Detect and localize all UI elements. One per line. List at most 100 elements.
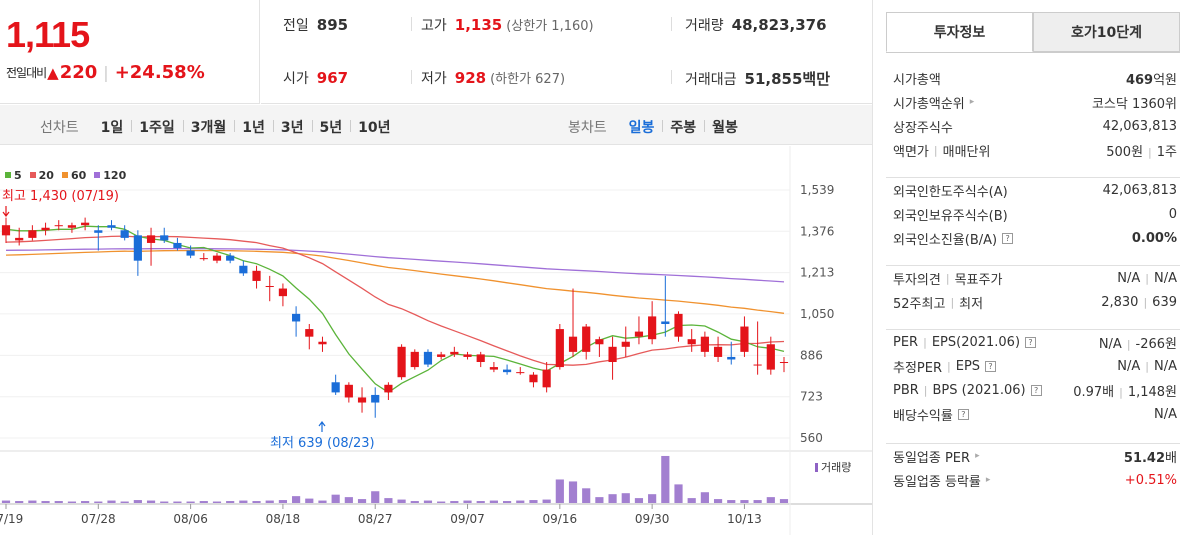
candle xyxy=(41,227,50,231)
ma-legend-item: 20 xyxy=(29,169,54,182)
volume-bar xyxy=(252,501,261,503)
row-value: N/A xyxy=(1154,406,1177,422)
investment-info-panel: 투자정보 호가10단계 시가총액 469억원 시가총액순위 ▸ 코스닥 1360위… xyxy=(872,0,1190,535)
help-icon[interactable]: ? xyxy=(957,408,969,420)
candle xyxy=(582,326,591,352)
candle xyxy=(634,331,644,337)
chart-canvas: 1,5391,3761,2131,05088672356007/1907/280… xyxy=(0,146,872,535)
volume-bar xyxy=(674,484,683,503)
help-icon[interactable]: ? xyxy=(1030,384,1042,396)
candle xyxy=(160,235,169,241)
tab-1d[interactable]: 1일 xyxy=(100,120,124,136)
volume-bar xyxy=(173,501,182,503)
candle xyxy=(357,397,367,403)
volume-bar xyxy=(41,501,50,503)
row-value: 코스닥 1360위 xyxy=(1091,96,1177,112)
volume-bar xyxy=(463,500,472,503)
candle xyxy=(384,384,393,393)
volume-bar xyxy=(410,501,419,503)
row-value: N/A xyxy=(1117,270,1141,286)
market-cap-section: 시가총액 469억원 시가총액순위 ▸ 코스닥 1360위 상장주식수 42,06… xyxy=(886,66,1180,162)
divider xyxy=(671,70,672,84)
low-price: 저가 928 (하한가 627) xyxy=(421,68,565,88)
price-chart[interactable]: 1,5391,3761,2131,05088672356007/1907/280… xyxy=(0,146,872,535)
tab-daily[interactable]: 일봉 xyxy=(628,120,655,136)
volume-bar xyxy=(727,500,736,503)
row-label: 외국인보유주식수(B) xyxy=(893,208,1008,224)
info-row: 외국인소진율(B/A)? 0.00% xyxy=(886,226,1180,250)
trade-amount-unit: 백만 xyxy=(802,70,831,88)
candle xyxy=(252,270,261,281)
divider xyxy=(411,70,412,84)
candle xyxy=(239,265,248,274)
info-row: 상장주식수 42,063,813 xyxy=(886,114,1180,138)
volume-bar xyxy=(648,494,657,503)
volume-bar xyxy=(160,501,169,503)
info-row[interactable]: 동일업종 등락률 ▸ +0.51% xyxy=(886,468,1180,492)
candle xyxy=(423,351,433,365)
tab-1w[interactable]: 1주일 xyxy=(131,117,183,137)
tab-5y[interactable]: 5년 xyxy=(311,117,351,137)
candle xyxy=(410,351,419,368)
row-value-2: 1주 xyxy=(1156,144,1177,160)
divider xyxy=(671,17,672,31)
tab-investment-info[interactable]: 투자정보 xyxy=(886,12,1033,52)
tab-weekly[interactable]: 주봉 xyxy=(662,117,704,137)
ma-60-line xyxy=(5,249,785,314)
info-table: 시가총액 469억원 시가총액순위 ▸ 코스닥 1360위 상장주식수 42,06… xyxy=(886,52,1180,502)
upper-limit: (상한가 1,160) xyxy=(506,19,594,34)
volume-bar xyxy=(15,501,24,503)
trade-amount-label: 거래대금 xyxy=(685,72,737,88)
help-icon[interactable]: ? xyxy=(1025,336,1037,348)
tab-3y[interactable]: 3년 xyxy=(272,117,312,137)
tab-3m[interactable]: 3개월 xyxy=(182,117,235,137)
info-row[interactable]: 시가총액순위 ▸ 코스닥 1360위 xyxy=(886,90,1180,114)
candle xyxy=(489,367,498,370)
help-icon[interactable]: ? xyxy=(985,360,997,372)
candle xyxy=(687,339,696,345)
volume-bar xyxy=(28,500,37,503)
row-value: 42,063,813 xyxy=(1102,118,1177,134)
row-value: 0 xyxy=(1168,206,1177,222)
trade-amount: 거래대금 51,855 백만 xyxy=(685,68,830,89)
volume-bar xyxy=(753,500,762,503)
row-value: 500원 xyxy=(1106,144,1144,160)
candle xyxy=(292,313,301,322)
candle xyxy=(54,225,63,227)
volume-bar xyxy=(608,494,617,503)
chart-tab-bar: 선차트 1일 1주일 3개월 1년 3년 5년 10년 봉차트 일봉 주봉 월봉 xyxy=(0,105,872,145)
volume-bar xyxy=(212,501,222,503)
volume-bar xyxy=(94,501,103,503)
tab-1y[interactable]: 1년 xyxy=(234,117,273,137)
tab-order-book[interactable]: 호가10단계 xyxy=(1033,12,1180,52)
candle xyxy=(305,329,314,337)
row-value: 42,063,813 xyxy=(1102,182,1177,198)
candle xyxy=(608,346,617,363)
candle xyxy=(371,394,380,403)
tab-10y[interactable]: 10년 xyxy=(350,117,398,137)
volume-bar xyxy=(146,500,156,503)
candle xyxy=(740,326,749,352)
row-value: 469억원 xyxy=(1125,72,1177,88)
ma-legend-item: 60 xyxy=(61,169,86,182)
candle xyxy=(542,369,551,388)
volume-bar xyxy=(1,500,11,503)
change-separator: | xyxy=(103,63,109,82)
volume-bar xyxy=(766,497,775,503)
row-value: 0.00% xyxy=(1131,230,1177,246)
help-icon[interactable]: ? xyxy=(1002,232,1014,244)
ma-legend-item: 5 xyxy=(5,169,22,182)
volume-bar xyxy=(779,499,789,503)
volume-bar xyxy=(516,500,525,503)
y-tick-label: 1,376 xyxy=(800,224,834,238)
volume-bar xyxy=(305,498,314,503)
y-tick-label: 1,539 xyxy=(800,183,834,197)
open-price: 시가 967 xyxy=(283,68,348,88)
tab-monthly[interactable]: 월봉 xyxy=(704,117,746,137)
low-annotation: 최저 639 (08/23) xyxy=(270,432,375,451)
info-row[interactable]: 동일업종 PER ▸ 51.42배 xyxy=(886,444,1180,468)
row-label: 투자의견 xyxy=(893,272,941,288)
candle xyxy=(212,255,222,261)
volume-bar xyxy=(199,501,208,503)
row-label-2: 최저 xyxy=(959,296,984,312)
